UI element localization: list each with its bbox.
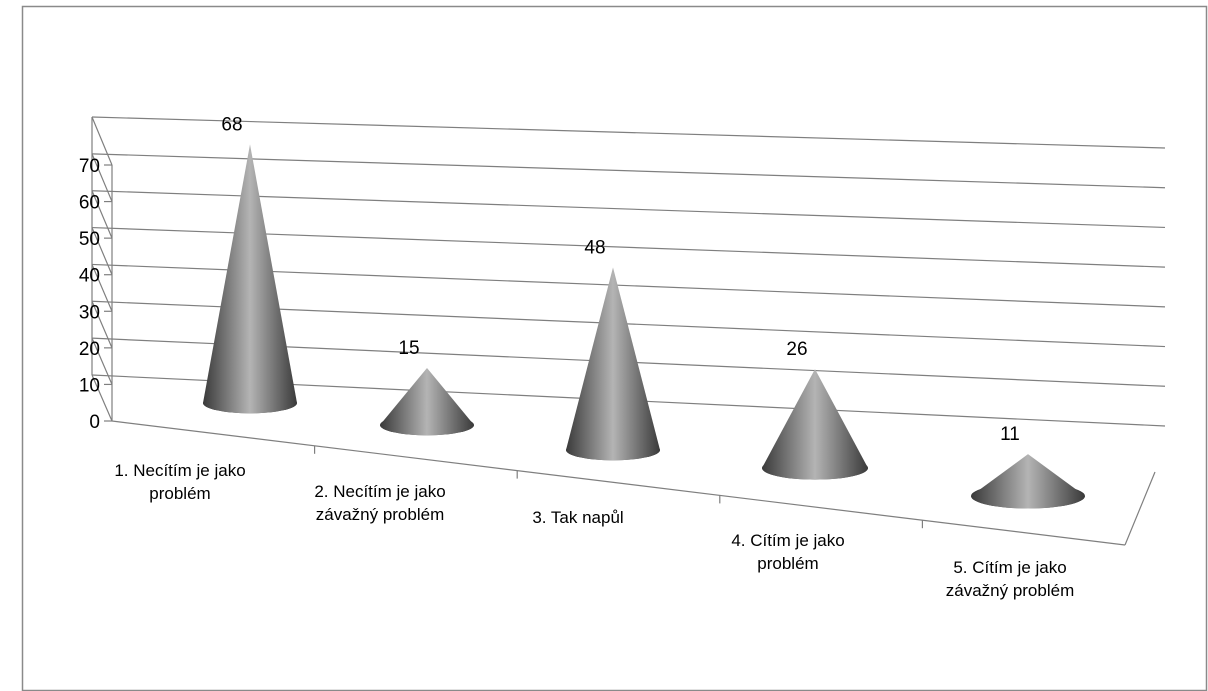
- cone-body: [203, 144, 297, 414]
- side-gridline-20: [91, 301, 113, 349]
- cone-2: [380, 367, 474, 436]
- side-gridline-30: [91, 264, 113, 312]
- category-label: 4. Cítím je jako problém: [731, 531, 844, 573]
- y-tick-label: 10: [79, 375, 100, 396]
- cone-5: [971, 454, 1085, 509]
- label-layer: 0 10 20 30 40 50 60 70 68 15 48 26 11 1. Necítím je j…: [79, 114, 1074, 600]
- cone-3: [566, 267, 660, 461]
- gridline-50: [91, 190, 1166, 229]
- side-gridline-10: [91, 337, 113, 385]
- data-label: 26: [786, 339, 807, 360]
- data-label: 68: [221, 114, 242, 135]
- gridline-70: [91, 116, 1166, 149]
- cone-body: [971, 454, 1085, 509]
- category-label: 1. Necítím je jako problém: [114, 461, 245, 503]
- side-gridline-50: [91, 190, 113, 239]
- side-gridline-60: [91, 153, 113, 202]
- cone-1: [203, 144, 297, 414]
- cone-body: [762, 369, 868, 480]
- data-label: 11: [1000, 424, 1020, 445]
- cone-body: [566, 267, 660, 461]
- y-tick-label: 40: [79, 266, 100, 287]
- side-gridline-70: [91, 116, 113, 166]
- data-label: 15: [398, 338, 419, 359]
- axis-layer: [91, 117, 1156, 546]
- x-axis-line: [111, 420, 1126, 546]
- side-gridline-40: [91, 227, 113, 275]
- category-label: 5. Cítím je jako závažný problém: [946, 558, 1075, 600]
- category-label: 3. Tak napůl: [532, 508, 623, 527]
- y-tick-label: 20: [79, 339, 100, 360]
- floor-right-edge: [1124, 471, 1156, 546]
- y-tick-label: 60: [79, 193, 100, 214]
- side-gridline-0: [91, 374, 113, 422]
- gridline-40: [91, 226, 1166, 268]
- data-label: 48: [584, 237, 605, 258]
- cone-body: [380, 367, 474, 436]
- y-tick-label: 70: [79, 156, 100, 177]
- y-tick-label: 30: [79, 302, 100, 323]
- y-tick-label: 50: [79, 229, 100, 250]
- cone-layer: [203, 144, 1085, 509]
- category-label: 2. Necítím je jako závažný problém: [314, 482, 445, 524]
- cone-4: [762, 369, 868, 480]
- y-tick-label: 0: [89, 412, 100, 433]
- gridline-60: [91, 153, 1166, 189]
